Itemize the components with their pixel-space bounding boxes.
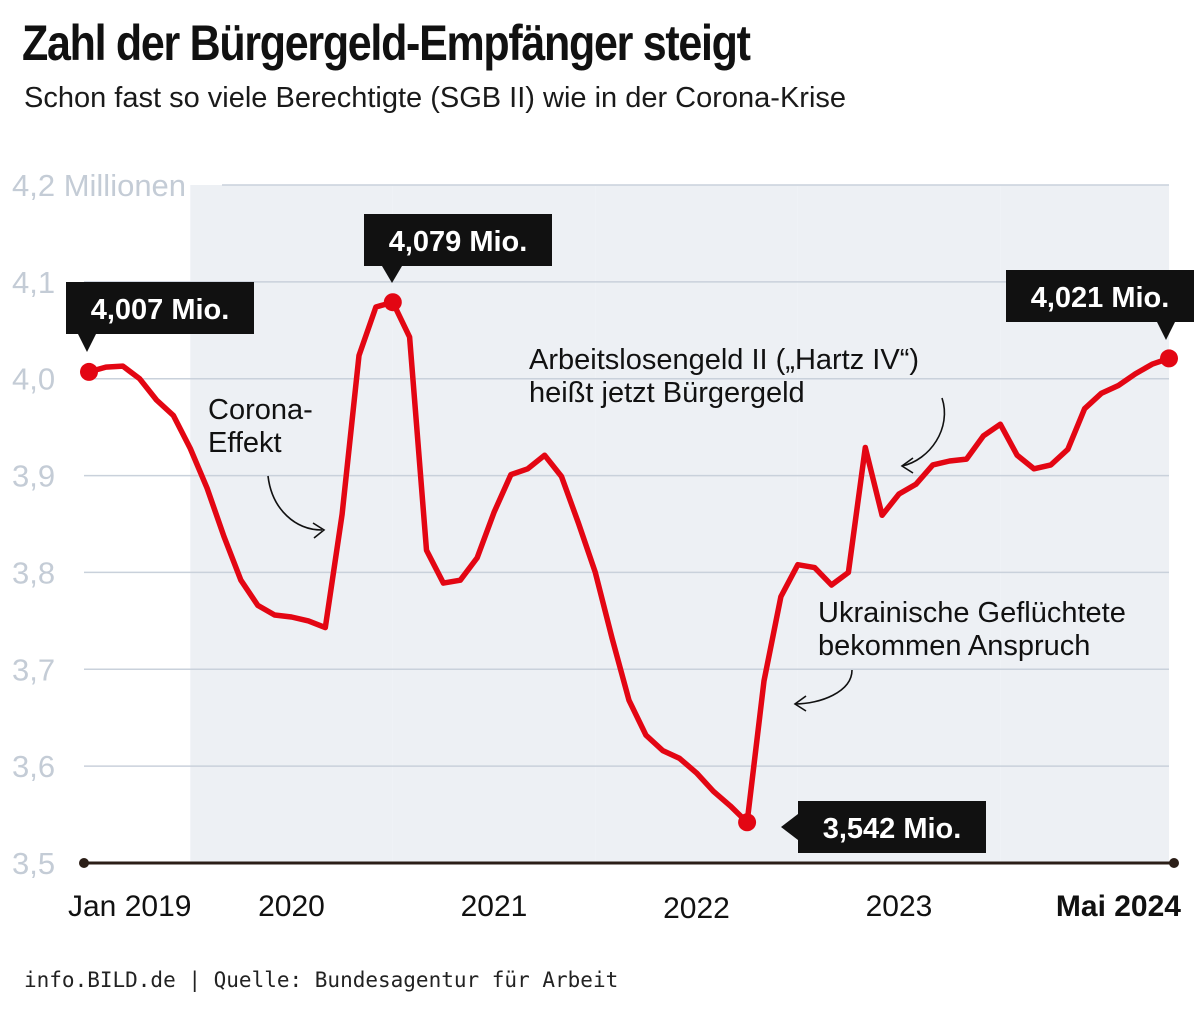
annotation-text: Arbeitslosengeld II („Hartz IV“) xyxy=(529,344,919,376)
y-axis-labels: 4,2 Millionen 4,1 4,0 3,9 3,8 3,7 3,6 3,5 xyxy=(12,168,186,881)
value-callout: 4,079 Mio. xyxy=(364,214,552,283)
gridlines xyxy=(84,184,1169,767)
series-line xyxy=(86,299,1172,826)
callout-box xyxy=(1006,270,1194,322)
y-tick-label: 4,2 Millionen xyxy=(12,168,186,203)
value-callout: 4,021 Mio. xyxy=(1006,270,1194,340)
y-tick-label: 3,5 xyxy=(12,846,55,881)
callout-pointer xyxy=(78,334,96,352)
annotation-arrowhead xyxy=(793,695,807,712)
value-callout: 4,007 Mio. xyxy=(66,282,254,352)
markers: 4,007 Mio. 4,079 Mio. 3,542 Mio. 4,021 Mio. xyxy=(66,214,1194,853)
y-tick-label: 3,6 xyxy=(12,749,55,784)
callout-pointer xyxy=(1157,322,1175,340)
chart-title: Zahl der Bürgergeld-Empfänger steigt xyxy=(22,15,751,71)
series-group xyxy=(86,299,1172,826)
callout-box xyxy=(66,282,254,334)
x-tick-label: 2020 xyxy=(258,890,325,923)
y-tick-label: 3,8 xyxy=(12,555,55,590)
data-point-marker xyxy=(1160,349,1178,368)
callout-label: 4,007 Mio. xyxy=(91,294,230,326)
callout-label: 3,542 Mio. xyxy=(823,813,962,845)
callout-label: 4,021 Mio. xyxy=(1031,282,1170,314)
data-point-marker xyxy=(738,813,757,832)
annotation-arrowhead xyxy=(312,522,326,539)
y-tick-label: 4,1 xyxy=(12,265,55,300)
annotation-text: Corona- xyxy=(208,394,313,426)
x-tick-label: Mai 2024 xyxy=(1056,890,1181,923)
x-tick-label: 2021 xyxy=(461,890,528,923)
callout-label: 4,079 Mio. xyxy=(389,226,528,258)
x-axis-labels: Jan 2019 2020 2021 2022 2023 Mai 2024 xyxy=(68,890,1181,925)
annotation-text: bekommen Anspruch xyxy=(818,630,1090,662)
annotation-arrowhead xyxy=(900,457,914,474)
annotation-arrow xyxy=(267,475,323,531)
callout-pointer xyxy=(382,266,402,283)
data-point-marker xyxy=(80,362,98,381)
x-tick-label: 2022 xyxy=(663,892,730,925)
source-note: info.BILD.de | Quelle: Bundesagentur für… xyxy=(24,968,619,992)
year-band xyxy=(595,185,798,863)
chart-subtitle: Schon fast so viele Berechtigte (SGB II)… xyxy=(24,82,847,114)
annotation-text: Effekt xyxy=(208,427,282,459)
x-tick-label: Jan 2019 xyxy=(68,890,191,923)
y-tick-label: 3,7 xyxy=(12,652,55,687)
axis-end-dot xyxy=(1169,858,1179,868)
annotation: Arbeitslosengeld II („Hartz IV“)heißt je… xyxy=(529,344,946,474)
axis-end-dot xyxy=(79,858,89,868)
annotation: Corona-Effekt xyxy=(208,394,326,539)
y-tick-label: 3,9 xyxy=(12,459,55,494)
y-tick-label: 4,0 xyxy=(12,362,55,397)
annotation-arrow xyxy=(901,397,946,467)
annotations: Corona-Effekt Arbeitslosengeld II („Hartz… xyxy=(208,344,1126,712)
data-point-marker xyxy=(383,293,402,312)
annotation-text: Ukrainische Geflüchtete xyxy=(818,597,1126,629)
callout-pointer xyxy=(781,814,798,840)
callout-box xyxy=(798,801,986,853)
annotation-text: heißt jetzt Bürgergeld xyxy=(529,377,805,409)
x-axis xyxy=(79,858,1179,868)
value-callout: 3,542 Mio. xyxy=(781,801,986,853)
callout-box xyxy=(364,214,552,266)
year-band xyxy=(797,185,1001,863)
x-tick-label: 2023 xyxy=(866,890,933,923)
annotation-arrow xyxy=(794,669,853,705)
